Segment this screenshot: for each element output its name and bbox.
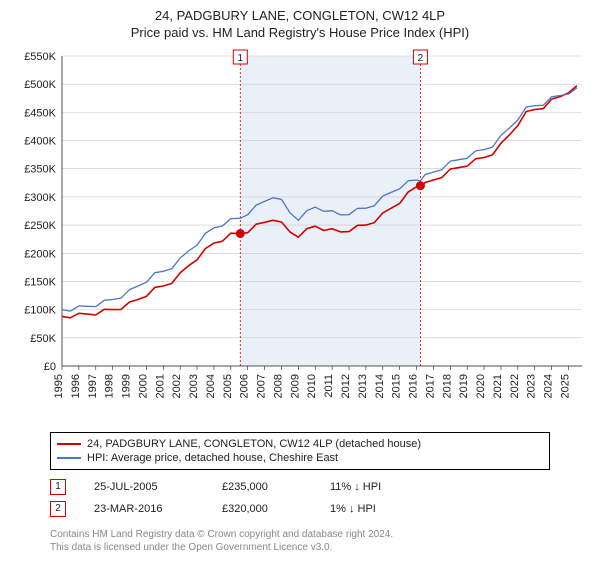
svg-text:2006: 2006 <box>239 374 251 398</box>
svg-text:£200K: £200K <box>24 248 56 260</box>
legend: 24, PADGBURY LANE, CONGLETON, CW12 4LP (… <box>50 432 550 470</box>
sale-row: 2 23-MAR-2016 £320,000 1% ↓ HPI <box>50 498 590 520</box>
footnote-line2: This data is licensed under the Open Gov… <box>50 541 590 554</box>
svg-text:2021: 2021 <box>492 374 504 398</box>
svg-text:2010: 2010 <box>306 374 318 398</box>
svg-text:2009: 2009 <box>289 374 301 398</box>
svg-text:2008: 2008 <box>272 374 284 398</box>
svg-text:£450K: £450K <box>24 107 56 119</box>
legend-row: HPI: Average price, detached house, Ches… <box>57 451 543 465</box>
sale-price: £320,000 <box>222 503 302 515</box>
sale-marker: 2 <box>50 501 66 517</box>
svg-text:2007: 2007 <box>256 374 268 398</box>
chart-title-sub: Price paid vs. HM Land Registry's House … <box>10 25 590 40</box>
svg-text:1: 1 <box>238 53 244 64</box>
svg-text:2023: 2023 <box>526 374 538 398</box>
sale-row: 1 25-JUL-2005 £235,000 11% ↓ HPI <box>50 476 590 498</box>
legend-label: 24, PADGBURY LANE, CONGLETON, CW12 4LP (… <box>87 438 421 450</box>
sale-marker: 1 <box>50 479 66 495</box>
svg-text:2019: 2019 <box>458 374 470 398</box>
svg-text:2003: 2003 <box>188 374 200 398</box>
svg-text:£300K: £300K <box>24 192 56 204</box>
svg-text:£500K: £500K <box>24 79 56 91</box>
svg-text:2014: 2014 <box>374 374 386 398</box>
svg-text:£150K: £150K <box>24 276 56 288</box>
svg-text:1998: 1998 <box>104 374 116 398</box>
svg-text:2000: 2000 <box>137 374 149 398</box>
svg-text:2020: 2020 <box>475 374 487 398</box>
svg-text:2022: 2022 <box>509 374 521 398</box>
sale-date: 25-JUL-2005 <box>94 481 194 493</box>
svg-text:1997: 1997 <box>87 374 99 398</box>
svg-text:2: 2 <box>418 53 424 64</box>
svg-text:2017: 2017 <box>424 374 436 398</box>
svg-text:2012: 2012 <box>340 374 352 398</box>
svg-text:2005: 2005 <box>222 374 234 398</box>
svg-text:2015: 2015 <box>391 374 403 398</box>
svg-text:2018: 2018 <box>441 374 453 398</box>
footnote-line1: Contains HM Land Registry data © Crown c… <box>50 528 590 541</box>
sale-price: £235,000 <box>222 481 302 493</box>
sale-hpi: 1% ↓ HPI <box>330 503 430 515</box>
chart-area: £0 £50K £100K £150K £200K £250K £300K £350K £400… <box>10 46 590 426</box>
svg-text:1999: 1999 <box>121 374 133 398</box>
sale-hpi: 11% ↓ HPI <box>330 481 430 493</box>
svg-text:2001: 2001 <box>154 374 166 398</box>
svg-text:2025: 2025 <box>559 374 571 398</box>
svg-text:£0: £0 <box>44 361 56 373</box>
svg-text:2016: 2016 <box>408 374 420 398</box>
svg-text:1996: 1996 <box>70 374 82 398</box>
svg-text:£250K: £250K <box>24 220 56 232</box>
svg-text:2011: 2011 <box>323 374 335 398</box>
legend-label: HPI: Average price, detached house, Ches… <box>87 452 338 464</box>
svg-text:£550K: £550K <box>24 51 56 63</box>
svg-text:1995: 1995 <box>53 374 65 398</box>
svg-text:2002: 2002 <box>171 374 183 398</box>
svg-text:2004: 2004 <box>205 374 217 398</box>
legend-row: 24, PADGBURY LANE, CONGLETON, CW12 4LP (… <box>57 437 543 451</box>
sale-date: 23-MAR-2016 <box>94 503 194 515</box>
svg-text:£50K: £50K <box>30 333 56 345</box>
svg-text:£400K: £400K <box>24 136 56 148</box>
legend-swatch <box>57 457 81 459</box>
svg-text:£100K: £100K <box>24 305 56 317</box>
footnote: Contains HM Land Registry data © Crown c… <box>50 528 590 554</box>
svg-text:£350K: £350K <box>24 164 56 176</box>
svg-text:2013: 2013 <box>357 374 369 398</box>
chart-title-address: 24, PADGBURY LANE, CONGLETON, CW12 4LP <box>10 8 590 23</box>
legend-swatch <box>57 443 81 445</box>
chart-svg: £0 £50K £100K £150K £200K £250K £300K £350K £400… <box>10 46 590 426</box>
svg-text:2024: 2024 <box>543 374 555 398</box>
sales-table: 1 25-JUL-2005 £235,000 11% ↓ HPI 2 23-MAR-201… <box>50 476 590 520</box>
